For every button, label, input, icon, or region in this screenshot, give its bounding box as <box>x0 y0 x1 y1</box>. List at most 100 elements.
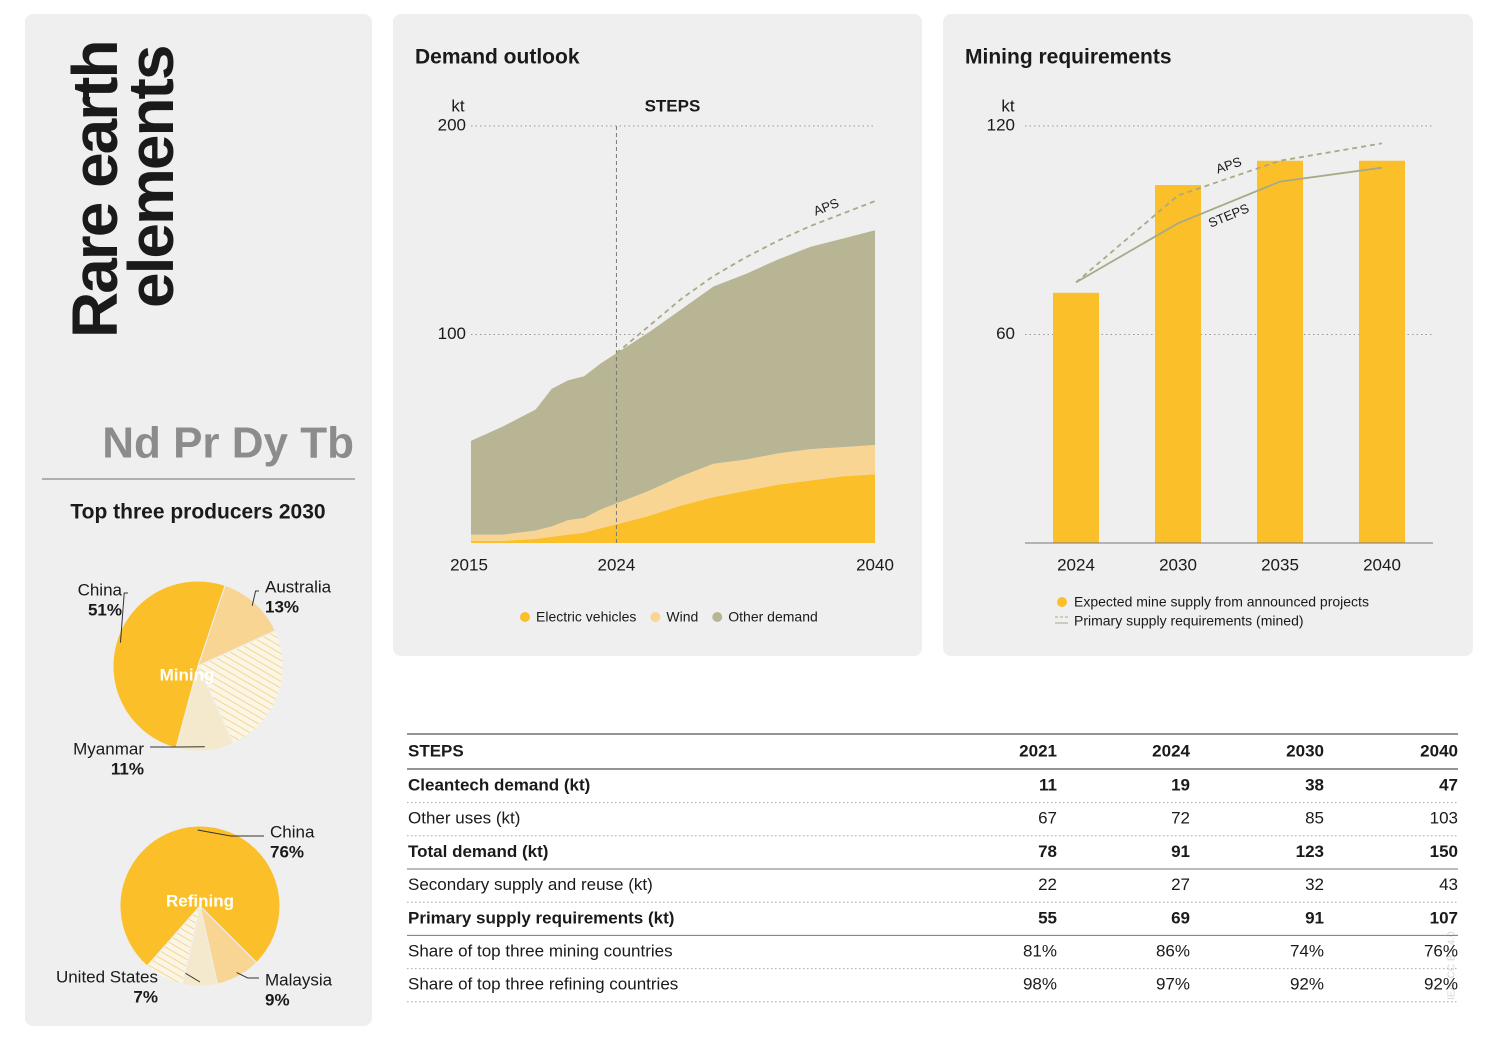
legend-swatch <box>650 612 661 622</box>
table-cell: 81% <box>1023 941 1057 960</box>
sidebar-title: Rare earth <box>59 41 131 338</box>
table-cell: 98% <box>1023 975 1057 994</box>
chart-title: Mining requirements <box>965 46 1172 69</box>
legend-swatch <box>712 612 723 622</box>
table-cell: 19 <box>1171 775 1190 794</box>
pie-label: Australia <box>265 577 332 596</box>
requirement-line <box>1075 166 1383 284</box>
legend-label: Wind <box>666 609 698 625</box>
marker-label: STEPS <box>645 96 701 115</box>
table-cell: 86% <box>1156 941 1190 960</box>
table-cell: Other uses (kt) <box>408 809 520 828</box>
table-cell: 92% <box>1424 975 1458 994</box>
y-tick-label: 120 <box>987 115 1015 134</box>
table-header: 2030 <box>1286 741 1324 760</box>
area <box>471 445 875 541</box>
requirement-line <box>1075 142 1383 284</box>
sidebar-title: elements <box>115 47 187 308</box>
legend-label: Other demand <box>728 609 818 625</box>
pie-label: China <box>270 822 315 841</box>
table-header: 2021 <box>1019 741 1057 760</box>
pie-value: 51% <box>88 600 122 619</box>
table-cell: 103 <box>1430 809 1458 828</box>
x-tick-label: 2030 <box>1159 555 1197 574</box>
pie-slice <box>119 825 281 967</box>
x-tick-label: 2024 <box>598 555 636 574</box>
table-cell: 72 <box>1171 809 1190 828</box>
pie-value: 9% <box>265 990 290 1009</box>
bar <box>1359 160 1405 543</box>
table-cell: 22 <box>1038 875 1057 894</box>
legend-swatch <box>520 612 530 622</box>
legend-swatch <box>1057 597 1067 607</box>
table-cell: 78 <box>1038 842 1057 861</box>
table-cell: 43 <box>1439 875 1458 894</box>
table-cell: 47 <box>1439 775 1458 794</box>
table-cell: 91 <box>1171 842 1190 861</box>
area <box>471 230 875 535</box>
x-tick-label: 2040 <box>856 555 894 574</box>
table-cell: 67 <box>1038 809 1057 828</box>
y-unit: kt <box>451 96 465 115</box>
table-cell: Share of top three refining countries <box>408 975 678 994</box>
table-cell: Share of top three mining countries <box>408 941 673 960</box>
pie-label: Myanmar <box>73 739 144 758</box>
y-tick-label: 60 <box>996 324 1015 343</box>
x-tick-label: 2040 <box>1363 555 1401 574</box>
y-tick-label: 100 <box>438 324 466 343</box>
table-cell: 76% <box>1424 941 1458 960</box>
pie-center-label: Mining <box>160 665 215 684</box>
pie-slice <box>197 584 276 667</box>
table-cell: 55 <box>1038 908 1057 927</box>
pie-slice <box>112 580 226 749</box>
subtitle: Top three producers 2030 <box>70 501 325 524</box>
pie-label: China <box>78 580 123 599</box>
table-cell: 91 <box>1305 908 1324 927</box>
bar <box>1053 292 1099 543</box>
leader-line <box>119 592 128 643</box>
table-cell: Cleantech demand (kt) <box>408 775 590 794</box>
pie-center-label: Refining <box>166 891 234 910</box>
pie-value: 11% <box>111 759 144 778</box>
x-tick-label: 2024 <box>1057 555 1095 574</box>
area <box>471 474 875 543</box>
table-cell: 107 <box>1430 908 1458 927</box>
table-cell: 92% <box>1290 975 1324 994</box>
table-cell: 69 <box>1171 908 1190 927</box>
pie-value: 7% <box>133 987 158 1006</box>
legend-label: Expected mine supply from announced proj… <box>1074 594 1369 610</box>
pie-label: United States <box>56 967 158 986</box>
pie-slice <box>197 629 284 744</box>
pie-slice <box>175 664 235 752</box>
table-header: 2024 <box>1152 741 1190 760</box>
leader-line <box>197 829 264 837</box>
legend-label: Primary supply requirements (mined) <box>1074 613 1304 629</box>
credit: IEA. CC BY 4.0. <box>1447 928 1458 1000</box>
table-cell: Primary supply requirements (kt) <box>408 908 674 927</box>
y-unit: kt <box>1001 96 1015 115</box>
reference-line <box>615 200 876 354</box>
table-cell: 150 <box>1430 842 1458 861</box>
pie-label: Malaysia <box>265 970 333 989</box>
table-cell: 74% <box>1290 941 1324 960</box>
pie-value: 76% <box>270 842 304 861</box>
pie-value: 13% <box>265 597 299 616</box>
table-cell: 97% <box>1156 975 1190 994</box>
table-cell: Total demand (kt) <box>408 842 548 861</box>
table-cell: 11 <box>1039 775 1057 794</box>
table-cell: 27 <box>1171 875 1190 894</box>
chart-title: Demand outlook <box>415 46 580 69</box>
table-cell: Secondary supply and reuse (kt) <box>408 875 653 894</box>
bar <box>1257 160 1303 543</box>
bar <box>1155 185 1201 543</box>
x-tick-label: 2015 <box>450 555 488 574</box>
leader-line <box>251 590 259 606</box>
y-tick-label: 200 <box>438 115 466 134</box>
sidebar-panel <box>25 14 372 1026</box>
table-header: STEPS <box>408 741 464 760</box>
x-tick-label: 2035 <box>1261 555 1299 574</box>
pie-slice <box>146 905 201 985</box>
legend-label: Electric vehicles <box>536 609 636 625</box>
table-cell: 85 <box>1305 809 1324 828</box>
